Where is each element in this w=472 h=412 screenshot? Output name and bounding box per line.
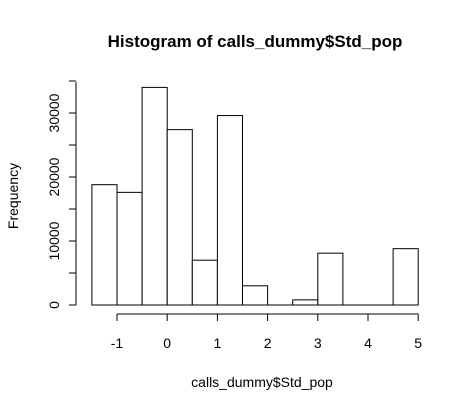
histogram-bar: [242, 285, 269, 306]
histogram-bar: [392, 248, 419, 306]
x-tick-label: 2: [264, 335, 272, 351]
x-axis-label: calls_dummy$Std_pop: [191, 374, 333, 390]
y-tick-label: 10000: [46, 221, 62, 260]
histogram-bar: [191, 259, 218, 306]
y-tick-label: 30000: [46, 93, 62, 132]
histogram-bar: [216, 115, 243, 306]
x-tick-label: 0: [163, 335, 171, 351]
histogram-bars: [91, 86, 419, 306]
histogram-bar: [292, 299, 319, 306]
x-tick-label: -1: [111, 335, 124, 351]
y-tick-label: 0: [46, 301, 62, 309]
y-tick-label: 20000: [46, 157, 62, 196]
histogram-bar: [91, 184, 118, 306]
x-tick-label: 1: [214, 335, 222, 351]
x-axis: -1 0 1 2 3 4 5: [111, 313, 422, 351]
histogram-bar: [317, 252, 344, 306]
histogram-bar: [166, 129, 193, 306]
histogram-bar: [141, 86, 168, 306]
x-tick-label: 5: [414, 335, 422, 351]
histogram-bar: [116, 191, 143, 306]
chart-title: Histogram of calls_dummy$Std_pop: [108, 32, 403, 51]
x-tick-label: 4: [364, 335, 372, 351]
y-axis-label: Frequency: [5, 163, 21, 229]
y-axis: 0 10000 20000 30000: [46, 80, 77, 309]
x-tick-label: 3: [314, 335, 322, 351]
